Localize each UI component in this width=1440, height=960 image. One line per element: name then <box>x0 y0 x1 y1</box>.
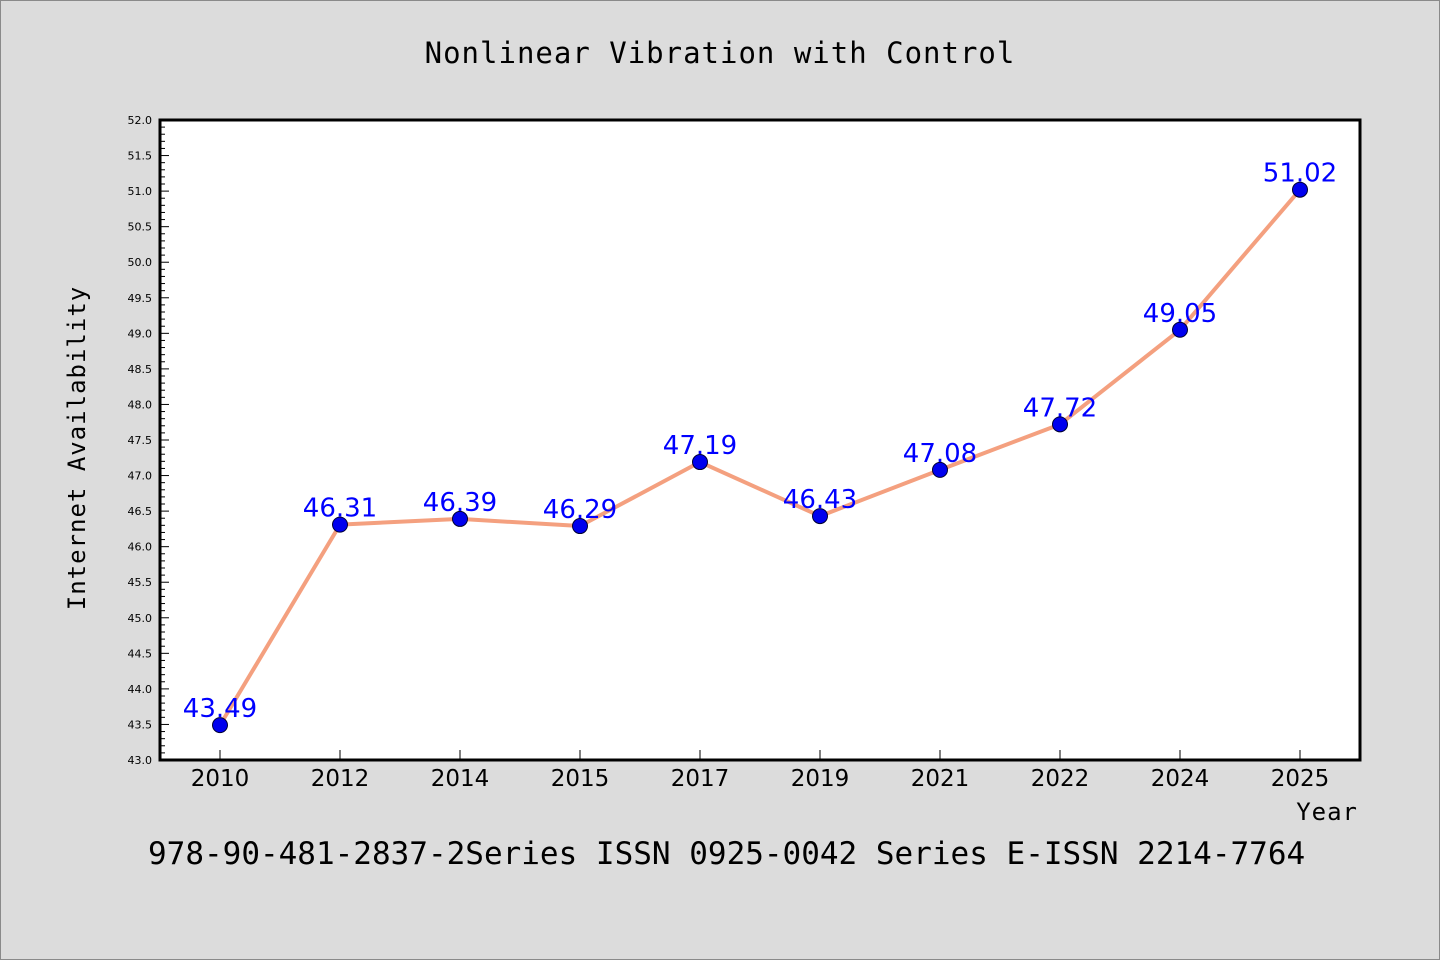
y-tick-label: 48.5 <box>128 363 153 376</box>
y-tick-label: 48.0 <box>128 398 153 411</box>
y-tick-label: 45.0 <box>128 612 153 625</box>
x-tick-label: 2024 <box>1151 766 1210 792</box>
y-tick-label: 52.0 <box>128 114 153 127</box>
x-axis-ticks: 2010 2012 2014 2015 2017 2019 2021 2022 2024 2025 <box>191 750 1330 792</box>
data-label: 47.08 <box>903 439 977 469</box>
x-tick-label: 2012 <box>311 766 370 792</box>
series-layer <box>218 188 1302 727</box>
data-label: 46.31 <box>303 494 377 524</box>
x-tick-label: 2021 <box>911 766 970 792</box>
x-tick-label: 2019 <box>791 766 850 792</box>
data-label: 46.43 <box>783 485 857 515</box>
y-tick-label: 44.5 <box>128 647 153 660</box>
y-tick-label: 47.5 <box>128 434 153 447</box>
data-point-marker <box>1172 321 1188 338</box>
y-tick-label: 49.5 <box>128 292 153 305</box>
y-tick-label: 50.0 <box>128 256 153 269</box>
y-axis-label: Internet Availability <box>63 286 91 610</box>
series-line <box>218 188 1302 727</box>
x-tick-label: 2014 <box>431 766 490 792</box>
x-tick-label: 2015 <box>551 766 610 792</box>
data-label: 47.72 <box>1023 393 1097 423</box>
y-axis-ticks: 43.0 43.5 44.0 44.5 45.0 45.5 46.0 46.5 47.0 47.5… <box>128 114 169 767</box>
chart-title: Nonlinear Vibration with Control <box>425 36 1016 70</box>
y-tick-label: 43.0 <box>128 754 153 767</box>
data-point-marker <box>332 516 348 533</box>
data-label: 46.39 <box>423 488 497 518</box>
y-tick-label: 46.0 <box>128 541 153 554</box>
data-label: 46.29 <box>543 495 617 525</box>
data-label: 49.05 <box>1143 299 1217 329</box>
x-tick-label: 2010 <box>191 766 250 792</box>
data-point-marker <box>572 518 588 535</box>
x-tick-label: 2017 <box>671 766 730 792</box>
y-tick-label: 47.0 <box>128 470 153 483</box>
data-point-marker <box>812 508 828 525</box>
data-point-marker <box>452 510 468 527</box>
data-label-layer: 43.49 46.31 46.39 46.29 47.19 46.43 47.08 47.72… <box>183 159 1337 724</box>
plot-frame <box>158 118 1362 762</box>
data-label: 47.19 <box>663 431 737 461</box>
data-label: 43.49 <box>183 694 257 724</box>
marker-layer <box>212 181 1308 734</box>
footer-isbn-issn: 978-90-481-2837-2Series ISSN 0925-0042 S… <box>148 836 1305 872</box>
data-point-marker <box>1052 416 1068 433</box>
y-tick-label: 51.0 <box>128 185 153 198</box>
y-tick-label: 51.5 <box>128 150 153 163</box>
data-point-marker <box>932 461 948 478</box>
data-point-marker <box>692 454 708 471</box>
y-tick-label: 45.5 <box>128 576 153 589</box>
x-tick-label: 2022 <box>1031 766 1090 792</box>
x-axis-label: Year <box>1296 798 1358 826</box>
y-tick-label: 46.5 <box>128 505 153 518</box>
y-tick-label: 43.5 <box>128 718 153 731</box>
x-tick-label: 2025 <box>1271 766 1330 792</box>
y-tick-label: 49.0 <box>128 327 153 340</box>
data-point-marker <box>1292 181 1308 198</box>
y-tick-label: 44.0 <box>128 683 153 696</box>
plot-area <box>160 120 1360 760</box>
y-tick-label: 50.5 <box>128 221 153 234</box>
data-point-marker <box>212 717 228 734</box>
data-label: 51.02 <box>1263 159 1337 189</box>
